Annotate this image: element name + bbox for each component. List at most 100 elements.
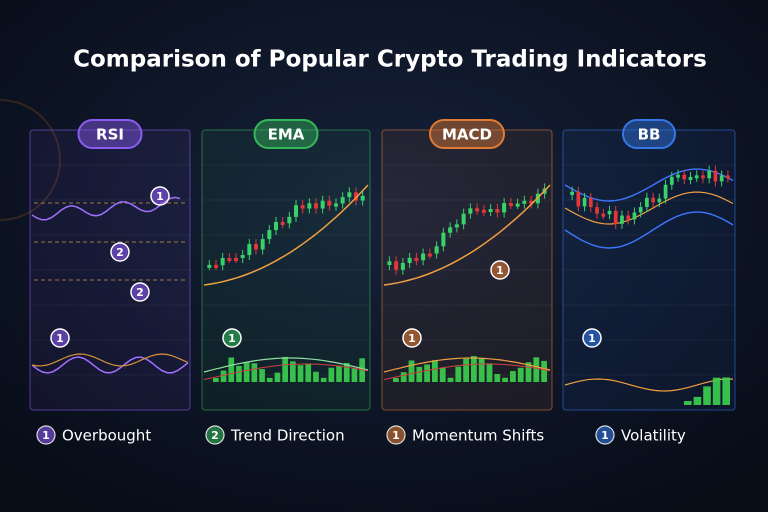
- candle-body: [287, 216, 292, 224]
- marker-number: 1: [156, 190, 164, 203]
- candle-body: [488, 209, 493, 213]
- histogram-bar: [351, 367, 358, 382]
- candle-body: [294, 205, 298, 217]
- candle-body: [340, 197, 345, 204]
- marker-number: 1: [588, 332, 596, 345]
- legend-number: 1: [392, 429, 400, 442]
- histogram-bar: [297, 365, 304, 382]
- candle-body: [481, 209, 486, 213]
- decor-coin: [0, 99, 61, 221]
- histogram-bar: [439, 367, 446, 382]
- panel: [381, 129, 553, 411]
- legend-number: 1: [42, 429, 50, 442]
- candle-body: [427, 253, 432, 257]
- badge-label: EMA: [268, 126, 305, 144]
- legend-marker: [595, 425, 615, 445]
- legend-number: 2: [211, 429, 219, 442]
- candle-body: [347, 192, 352, 198]
- candle-body: [726, 175, 730, 179]
- candle-body: [360, 195, 365, 201]
- panel: [201, 129, 371, 411]
- candle-body: [495, 209, 500, 213]
- signal-line: [31, 353, 189, 367]
- candle-body: [576, 191, 581, 207]
- marker-number: 1: [228, 332, 236, 345]
- macd-line: [203, 357, 369, 373]
- candle-body: [300, 205, 305, 209]
- badge: [77, 119, 143, 149]
- candle-body: [595, 207, 599, 214]
- candle-body: [354, 192, 358, 201]
- candle-body: [314, 203, 318, 209]
- panel: [29, 129, 191, 411]
- histogram-bar: [517, 367, 524, 382]
- legend-number: 1: [601, 429, 609, 442]
- histogram-bar: [510, 371, 516, 382]
- histogram-bar: [282, 356, 288, 382]
- legend-marker: [205, 425, 225, 445]
- candle-body: [267, 230, 272, 240]
- candle-body: [645, 197, 649, 208]
- histogram-bar: [463, 358, 469, 382]
- histogram-bar: [502, 377, 508, 382]
- marker-number: 1: [56, 332, 64, 345]
- candle-body: [601, 213, 606, 217]
- candle-body: [461, 213, 466, 225]
- candle-body: [227, 257, 232, 261]
- candle-body: [713, 170, 718, 182]
- histogram-bar: [274, 372, 281, 382]
- histogram-bar: [471, 356, 477, 382]
- legend-marker: [386, 425, 406, 445]
- histogram-bar: [328, 367, 335, 382]
- candle-body: [529, 200, 534, 204]
- candle-body: [394, 261, 399, 270]
- histogram-bar: [320, 377, 327, 382]
- marker: [50, 328, 70, 348]
- candle-body: [607, 210, 612, 215]
- histogram-bar: [336, 365, 342, 382]
- candle-body: [682, 174, 687, 180]
- legend-text: Momentum Shifts: [412, 427, 544, 445]
- legend-text: Trend Direction: [230, 427, 345, 445]
- candle-body: [508, 203, 513, 207]
- signal-line: [203, 363, 369, 380]
- histogram-bar: [243, 361, 250, 382]
- candle-body: [475, 208, 480, 212]
- candle-body: [522, 200, 527, 204]
- vol-line: [564, 378, 734, 392]
- legend-text: Overbought: [62, 427, 151, 445]
- candle-body: [320, 200, 325, 209]
- legend-text: Volatility: [621, 427, 686, 445]
- histogram-bar: [220, 370, 227, 382]
- candle-body: [638, 207, 643, 213]
- histogram-bar: [525, 362, 532, 382]
- candle-body: [719, 175, 724, 182]
- candle-body: [626, 215, 631, 220]
- histogram-bar: [455, 366, 462, 382]
- candle-body: [448, 227, 453, 233]
- histogram-bar: [447, 377, 454, 382]
- rsi-line-low: [31, 356, 189, 374]
- histogram-bar: [393, 378, 399, 382]
- histogram-bar: [693, 396, 702, 405]
- candle-body: [400, 262, 405, 270]
- signal-line: [383, 363, 551, 380]
- candle-body: [247, 244, 252, 256]
- candle-body: [207, 264, 212, 268]
- badge: [429, 119, 505, 149]
- candle-body: [613, 210, 618, 224]
- title: Comparison of Popular Crypto Trading Ind…: [73, 47, 707, 73]
- candle-body: [414, 257, 419, 261]
- histogram-bar: [400, 372, 407, 382]
- candle-body: [694, 175, 699, 179]
- candle-body: [234, 258, 238, 262]
- candle-body: [707, 170, 712, 179]
- histogram-bar: [213, 378, 219, 382]
- ema-line: [203, 184, 369, 286]
- candle-body: [327, 200, 332, 206]
- candle-body: [280, 221, 285, 225]
- candle-body: [387, 261, 392, 265]
- candle-body: [632, 212, 637, 220]
- marker: [582, 328, 602, 348]
